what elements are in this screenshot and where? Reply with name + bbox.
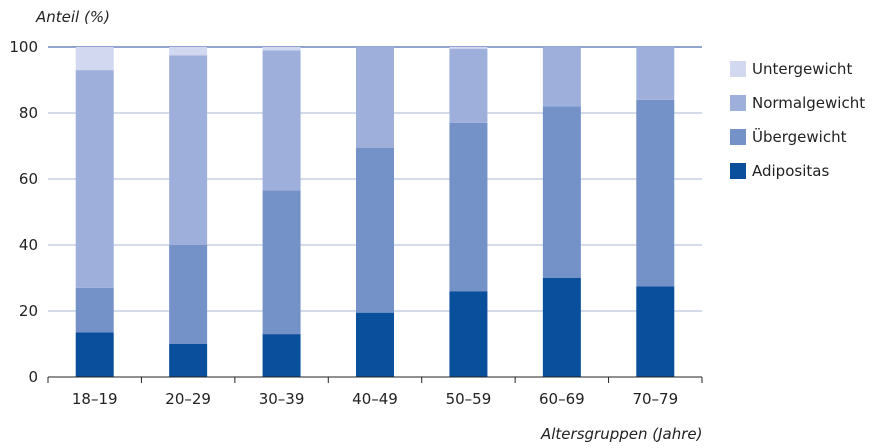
bar-segment <box>75 287 114 333</box>
bar-segment <box>262 50 301 191</box>
y-tick-label: 0 <box>28 368 38 386</box>
legend-swatch <box>730 163 746 179</box>
bar-segment <box>356 147 394 313</box>
bar-segment <box>75 70 114 288</box>
legend-label: Untergewicht <box>752 60 853 78</box>
bar-segment <box>169 55 208 245</box>
bar-segment <box>75 332 114 377</box>
y-tick-label: 20 <box>19 302 38 320</box>
legend-swatch <box>730 95 746 111</box>
bar-segment <box>542 106 581 279</box>
bar-segment <box>262 47 301 51</box>
x-axis-title: Altersgruppen (Jahre) <box>541 425 703 443</box>
chart-legend: Untergewicht Normalgewicht Übergewicht Adip… <box>730 52 865 188</box>
x-tick-label: 40–49 <box>352 390 398 408</box>
y-tick-label: 60 <box>19 170 38 188</box>
bar-segment <box>542 47 581 107</box>
bar-segment <box>449 122 488 292</box>
bar-segment <box>542 278 581 377</box>
x-tick-label: 30–39 <box>259 390 305 408</box>
x-tick-label: 18–19 <box>72 390 118 408</box>
x-tick-label: 50–59 <box>446 390 492 408</box>
legend-item: Adipositas <box>730 154 865 188</box>
legend-item: Übergewicht <box>730 120 865 154</box>
bar-segment <box>169 344 208 377</box>
legend-swatch <box>730 61 746 77</box>
bar-segment <box>449 48 488 123</box>
bar-segment <box>169 245 208 344</box>
bar-segment <box>75 47 114 71</box>
bar-segment <box>449 47 488 49</box>
legend-label: Adipositas <box>752 162 830 180</box>
bar-segment <box>262 190 301 335</box>
bar-segment <box>449 291 488 377</box>
y-tick-label: 100 <box>9 38 38 56</box>
legend-label: Normalgewicht <box>752 94 866 112</box>
legend-swatch <box>730 129 746 145</box>
y-axis-title: Anteil (%) <box>36 8 110 26</box>
x-tick-label: 70–79 <box>632 390 678 408</box>
bar-segment <box>356 312 394 377</box>
bar-segment <box>636 99 675 287</box>
x-tick-label: 60–69 <box>539 390 585 408</box>
legend-item: Normalgewicht <box>730 86 865 120</box>
bar-segment <box>356 47 394 148</box>
bar-segment <box>636 47 675 100</box>
legend-item: Untergewicht <box>730 52 865 86</box>
bar-segment <box>262 334 301 377</box>
bar-segment <box>636 286 675 377</box>
x-tick-label: 20–29 <box>165 390 211 408</box>
legend-label: Übergewicht <box>752 128 847 146</box>
bar-segment <box>169 47 208 56</box>
y-tick-label: 80 <box>19 104 38 122</box>
y-tick-label: 40 <box>19 236 38 254</box>
